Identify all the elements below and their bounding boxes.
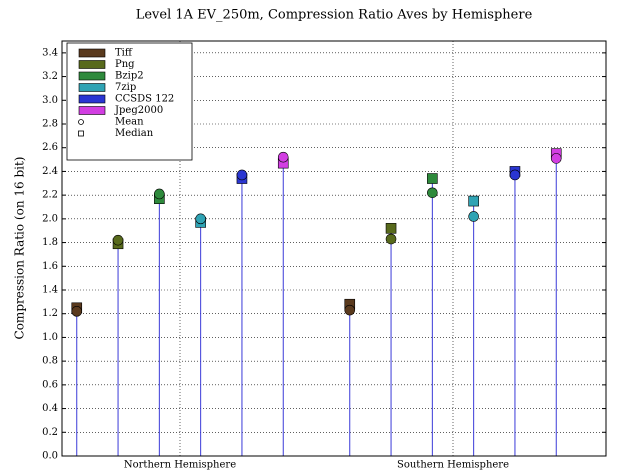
median-marker [468,195,479,207]
mean-marker [112,234,124,246]
y-tick-label: 2.6 [42,142,58,153]
legend-swatch [78,83,106,92]
legend-swatch [78,71,106,81]
y-tick-label: 1.4 [42,285,58,296]
y-tick-label: 1.8 [42,237,58,248]
y-tick-label: 1.2 [42,308,58,319]
legend-label: Mean [115,117,144,128]
y-axis-label: Compression Ratio (on 16 bit) [13,157,27,340]
mean-marker [509,169,521,181]
legend-swatch [78,106,106,115]
y-tick-label: 0.2 [42,427,58,438]
legend-label: 7zip [115,82,136,93]
legend-label: Png [115,59,135,70]
mean-marker [277,151,289,163]
mean-marker [550,153,562,164]
mean-marker [427,187,438,199]
mean-marker [195,213,206,225]
y-tick-label: 0.8 [42,356,58,367]
x-tick-label: Northern Hemisphere [124,460,236,471]
legend-mean-marker [78,119,84,125]
y-tick-label: 2.8 [42,119,58,130]
median-marker [427,173,438,184]
mean-marker [154,188,165,200]
mean-marker [236,169,248,181]
legend-label: Bzip2 [115,71,144,82]
legend-swatch [78,48,106,58]
y-tick-label: 0.0 [42,451,58,462]
y-tick-label: 3.2 [42,71,58,82]
legend-median-marker [78,130,84,137]
chart-title: Level 1A EV_250m, Compression Ratio Aves… [136,8,533,23]
legend-swatch [78,94,106,104]
y-tick-label: 2.2 [42,190,58,201]
y-tick-label: 0.4 [42,403,58,414]
x-tick-label: Southern Hemisphere [397,460,509,471]
mean-marker [385,233,397,245]
plot-frame [61,40,607,457]
legend-label: CCSDS 122 [115,94,174,105]
y-tick-label: 3.0 [42,95,58,106]
y-tick-label: 2.0 [42,213,58,224]
median-marker [385,223,397,234]
legend-label: Jpeg2000 [114,105,163,116]
legend-label: Tiff [115,48,133,59]
y-tick-label: 1.0 [42,332,58,343]
y-tick-label: 1.6 [42,261,58,272]
mean-marker [71,306,83,317]
y-tick-label: 0.6 [42,379,58,390]
legend-swatch [78,60,106,69]
legend-label: Median [115,128,154,139]
mean-marker [344,304,356,316]
y-tick-label: 2.4 [42,166,58,177]
y-tick-label: 3.4 [42,47,58,58]
mean-marker [468,211,479,222]
